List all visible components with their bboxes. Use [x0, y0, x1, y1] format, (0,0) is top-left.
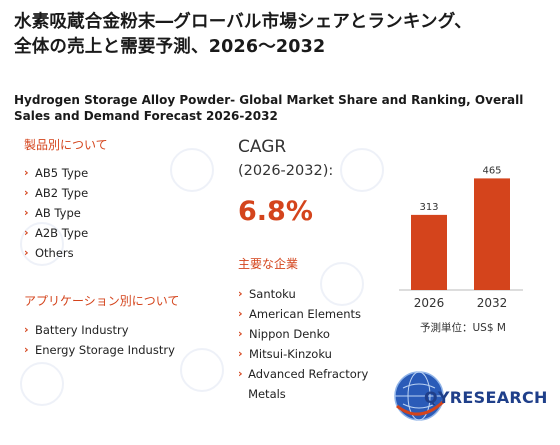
list-item: › AB2 Type: [24, 183, 88, 203]
watermark-globe-icon: [20, 362, 64, 406]
watermark-globe-icon: [170, 148, 214, 192]
list-item: › AB5 Type: [24, 163, 88, 183]
chevron-right-icon: ›: [238, 307, 243, 320]
product-list: › AB5 Type › AB2 Type › AB Type › A2B Type ›…: [24, 163, 88, 263]
watermark-globe-icon: [340, 148, 384, 192]
bar-2032: [474, 178, 510, 290]
chevron-right-icon: ›: [24, 246, 29, 259]
list-item: › Nippon Denko: [238, 324, 388, 344]
chevron-right-icon: ›: [24, 186, 29, 199]
companies-section-heading: 主要な企業: [238, 257, 299, 271]
unit-note: 予測単位：US$ M: [420, 322, 506, 334]
globe-icon: [394, 371, 445, 421]
list-item: › Battery Industry: [24, 320, 175, 340]
chevron-right-icon: ›: [238, 347, 243, 360]
list-item: › A2B Type: [24, 223, 88, 243]
page-title-japanese: 水素吸蔵合金粉末―グローバル市場シェアとランキング、 全体の売上と需要予測、20…: [14, 10, 549, 60]
watermark-globe-icon: [320, 262, 364, 306]
chevron-right-icon: ›: [238, 327, 243, 340]
cagr-period: (2026-2032):: [238, 163, 334, 179]
application-section-heading: アプリケーション別について: [24, 294, 180, 308]
chevron-right-icon: ›: [24, 206, 29, 219]
logo-text: QYRESEARCH: [424, 388, 548, 407]
list-item: › Others: [24, 243, 88, 263]
list-item: › Energy Storage Industry: [24, 340, 175, 360]
chevron-right-icon: ›: [238, 287, 243, 300]
cagr-label: CAGR: [238, 137, 287, 157]
cagr-value: 6.8%: [238, 196, 313, 227]
product-section-heading: 製品別について: [24, 138, 108, 152]
watermark-globe-icon: [180, 348, 224, 392]
page-title-english: Hydrogen Storage Alloy Powder- Global Ma…: [14, 93, 524, 123]
title-line-2: 全体の売上と需要予測、2026～2032: [14, 37, 326, 57]
forecast-bar-chart: 313 2026 465 2032: [399, 165, 523, 310]
data-label-2032: 465: [482, 165, 501, 176]
chevron-right-icon: ›: [24, 166, 29, 179]
list-item: › Advanced Refractory Metals: [238, 364, 388, 404]
data-label-2026: 313: [419, 202, 438, 213]
list-item: › Santoku: [238, 284, 388, 304]
watermark-globe-icon: [20, 222, 64, 266]
list-item: › Mitsui-Kinzoku: [238, 344, 388, 364]
x-tick-label-2032: 2032: [477, 296, 508, 310]
qyresearch-logo: [394, 371, 445, 421]
x-tick-label-2026: 2026: [414, 296, 445, 310]
bar-2026: [411, 214, 447, 290]
chevron-right-icon: ›: [24, 343, 29, 356]
list-item: › American Elements: [238, 304, 388, 324]
application-list: › Battery Industry › Energy Storage Indust…: [24, 320, 175, 360]
chevron-right-icon: ›: [24, 323, 29, 336]
chevron-right-icon: ›: [24, 226, 29, 239]
list-item: › AB Type: [24, 203, 88, 223]
chevron-right-icon: ›: [238, 367, 243, 380]
title-line-1: 水素吸蔵合金粉末―グローバル市場シェアとランキング、: [14, 12, 472, 32]
companies-list: › Santoku › American Elements › Nippon Denk…: [238, 284, 388, 404]
